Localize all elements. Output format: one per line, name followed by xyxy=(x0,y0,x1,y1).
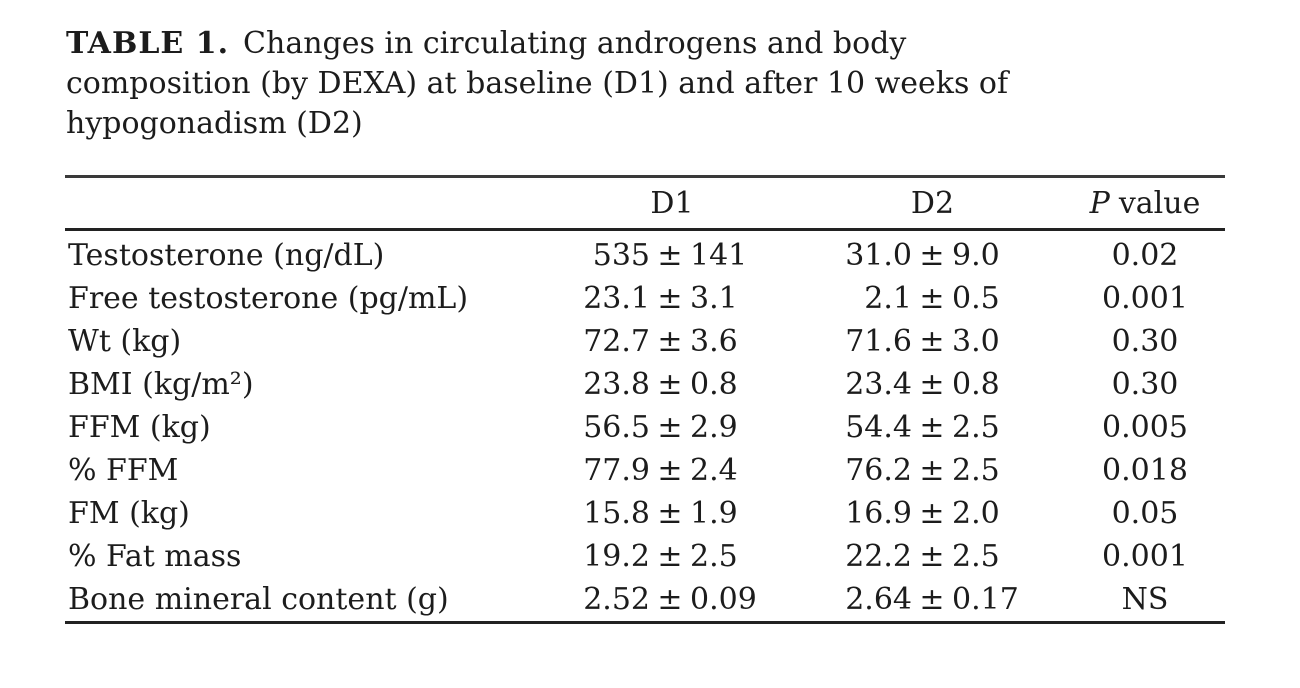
caption-line-2: composition (by DEXA) at baseline (D1) a… xyxy=(66,66,1009,101)
d2-value: 22.2 ±2.5 xyxy=(845,539,1000,574)
d1-value: 2.52 ±0.09 xyxy=(440,578,800,624)
p-word: value xyxy=(1118,185,1201,221)
caption-text-1: Changes in circulating androgens and bod… xyxy=(243,26,907,61)
row-label: Bone mineral content (g) xyxy=(65,578,449,624)
plus-minus-sign: ± xyxy=(919,582,945,617)
p-value: 0.005 xyxy=(1102,410,1188,445)
plus-minus-sign: ± xyxy=(919,281,945,316)
plus-minus-sign: ± xyxy=(657,238,683,273)
p-value: 0.05 xyxy=(1111,496,1179,531)
plus-minus-sign: ± xyxy=(919,539,945,574)
table-row: Testosterone (ng/dL) 535 ±141 31.0 ±9.0 0.… xyxy=(65,230,1225,278)
table-row: % FFM 77.9 ±2.4 76.2 ±2.5 0.018 xyxy=(65,449,1225,492)
plus-minus-sign: ± xyxy=(657,496,683,531)
row-label: % FFM xyxy=(68,453,179,488)
d2-value: 76.2 ±2.5 xyxy=(845,453,1000,488)
plus-minus-sign: ± xyxy=(657,582,683,617)
d1-value: 72.7 ±3.6 xyxy=(583,324,738,359)
d1-value: 19.2 ±2.5 xyxy=(583,539,738,574)
d1-value: 23.1 ±3.1 xyxy=(583,281,738,316)
d1-value: 23.8 ±0.8 xyxy=(583,367,738,402)
d2-value: 71.6 ±3.0 xyxy=(845,324,1000,359)
row-label: Testosterone (ng/dL) xyxy=(68,238,385,273)
plus-minus-sign: ± xyxy=(919,410,945,445)
d1-value: 56.5 ±2.9 xyxy=(583,410,738,445)
d1-value: 77.9 ±2.4 xyxy=(583,453,738,488)
d2-value: 16.9 ±2.0 xyxy=(845,496,1000,531)
p-symbol: P xyxy=(1089,185,1110,221)
caption-line-3: hypogonadism (D2) xyxy=(66,106,363,141)
d2-value: 2.1 ±0.5 xyxy=(864,281,1000,316)
plus-minus-sign: ± xyxy=(657,539,683,574)
plus-minus-sign: ± xyxy=(657,324,683,359)
p-value: 0.30 xyxy=(1111,367,1179,402)
p-value: NS xyxy=(1065,578,1225,624)
col-header-empty xyxy=(65,175,440,231)
d2-value: 23.4 ±0.8 xyxy=(845,367,1000,402)
row-label: FM (kg) xyxy=(68,496,190,531)
plus-minus-sign: ± xyxy=(919,453,945,488)
table-row: Bone mineral content (g) 2.52 ±0.09 2.64 ±… xyxy=(65,578,1225,624)
row-label: Free testosterone (pg/mL) xyxy=(68,281,469,316)
p-value: 0.018 xyxy=(1102,453,1188,488)
plus-minus-sign: ± xyxy=(919,238,945,273)
p-value: 0.30 xyxy=(1111,324,1179,359)
table-caption: TABLE 1. Changes in circulating androgens… xyxy=(66,24,1226,144)
table-row: Wt (kg) 72.7 ±3.6 71.6 ±3.0 0.30 xyxy=(65,320,1225,363)
row-label: % Fat mass xyxy=(68,539,242,574)
plus-minus-sign: ± xyxy=(657,410,683,445)
d2-value: 2.64 ±0.17 xyxy=(800,578,1065,624)
p-value: 0.02 xyxy=(1111,238,1179,273)
table-row: Free testosterone (pg/mL) 23.1 ±3.1 2.1 ±0… xyxy=(65,277,1225,320)
plus-minus-sign: ± xyxy=(919,324,945,359)
plus-minus-sign: ± xyxy=(657,281,683,316)
table-row: FFM (kg) 56.5 ±2.9 54.4 ±2.5 0.005 xyxy=(65,406,1225,449)
d1-value: 535 ±141 xyxy=(592,238,748,273)
d2-value: 54.4 ±2.5 xyxy=(845,410,1000,445)
plus-minus-sign: ± xyxy=(919,367,945,402)
table-number: TABLE 1. xyxy=(66,26,230,61)
plus-minus-sign: ± xyxy=(919,496,945,531)
table-row: % Fat mass 19.2 ±2.5 22.2 ±2.5 0.001 xyxy=(65,535,1225,578)
p-value: 0.001 xyxy=(1102,539,1188,574)
p-value: 0.001 xyxy=(1102,281,1188,316)
d2-value: 31.0 ±9.0 xyxy=(845,238,1000,273)
plus-minus-sign: ± xyxy=(657,367,683,402)
plus-minus-sign: ± xyxy=(657,453,683,488)
col-header-d2: D2 xyxy=(800,175,1065,231)
caption-line-1: TABLE 1. Changes in circulating androgens… xyxy=(66,24,1226,64)
table-row: FM (kg) 15.8 ±1.9 16.9 ±2.0 0.05 xyxy=(65,492,1225,535)
row-label: Wt (kg) xyxy=(68,324,182,359)
row-label: FFM (kg) xyxy=(68,410,211,445)
d1-value: 15.8 ±1.9 xyxy=(583,496,738,531)
table-row: BMI (kg/m²) 23.8 ±0.8 23.4 ±0.8 0.30 xyxy=(65,363,1225,406)
col-header-d1: D1 xyxy=(440,175,800,231)
row-label: BMI (kg/m²) xyxy=(68,367,254,402)
